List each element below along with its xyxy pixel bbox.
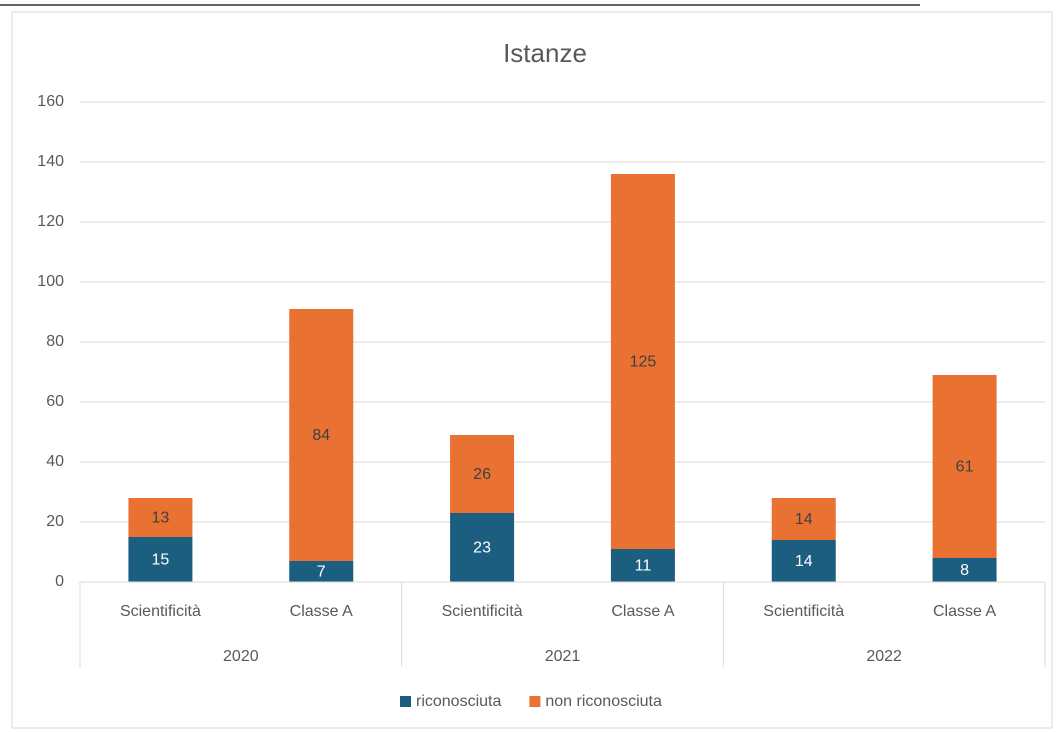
x-tick-label: Scientificità xyxy=(763,603,844,620)
data-label: 125 xyxy=(630,354,657,371)
group-label: 2022 xyxy=(866,648,902,665)
bar-segment xyxy=(128,537,193,582)
data-label: 8 xyxy=(960,562,969,579)
bar-segment xyxy=(610,174,675,549)
bar-segment xyxy=(771,498,836,540)
data-label: 14 xyxy=(795,511,813,528)
bar-segment xyxy=(610,549,675,582)
data-label: 23 xyxy=(473,540,491,557)
bar-segment xyxy=(450,435,515,513)
chart-frame xyxy=(11,11,1053,729)
y-tick-label: 120 xyxy=(37,213,64,230)
group-label: 2020 xyxy=(223,648,259,665)
data-label: 84 xyxy=(312,427,330,444)
x-tick-label: Scientificità xyxy=(442,603,523,620)
y-tick-label: 160 xyxy=(37,93,64,110)
data-label: 7 xyxy=(317,564,326,581)
data-label: 13 xyxy=(152,510,170,527)
bar-segment xyxy=(289,309,354,561)
legend-swatch xyxy=(400,696,411,707)
y-tick-label: 140 xyxy=(37,153,64,170)
bar-segment xyxy=(128,498,193,537)
data-label: 26 xyxy=(473,466,491,483)
x-tick-label: Classe A xyxy=(290,603,353,620)
legend-label: non riconosciuta xyxy=(545,693,662,710)
chart-title: Istanze xyxy=(503,38,587,68)
y-tick-label: 40 xyxy=(46,453,64,470)
x-tick-label: Scientificità xyxy=(120,603,201,620)
group-label: 2021 xyxy=(545,648,581,665)
x-tick-label: Classe A xyxy=(611,603,674,620)
data-label: 11 xyxy=(635,558,652,575)
y-tick-label: 20 xyxy=(46,513,64,530)
bar-segment xyxy=(932,375,997,558)
bar-segment xyxy=(932,558,997,582)
y-tick-label: 80 xyxy=(46,333,64,350)
data-label: 15 xyxy=(152,552,170,569)
y-tick-label: 60 xyxy=(46,393,64,410)
y-tick-label: 0 xyxy=(55,573,64,590)
bar-segment xyxy=(450,513,515,582)
bar-segment xyxy=(771,540,836,582)
y-tick-label: 100 xyxy=(37,273,64,290)
data-label: 14 xyxy=(795,553,813,570)
bar-segment xyxy=(289,561,354,582)
x-tick-label: Classe A xyxy=(933,603,996,620)
legend-label: riconosciuta xyxy=(416,693,501,710)
legend-swatch xyxy=(529,696,541,707)
data-label: 61 xyxy=(956,459,974,476)
